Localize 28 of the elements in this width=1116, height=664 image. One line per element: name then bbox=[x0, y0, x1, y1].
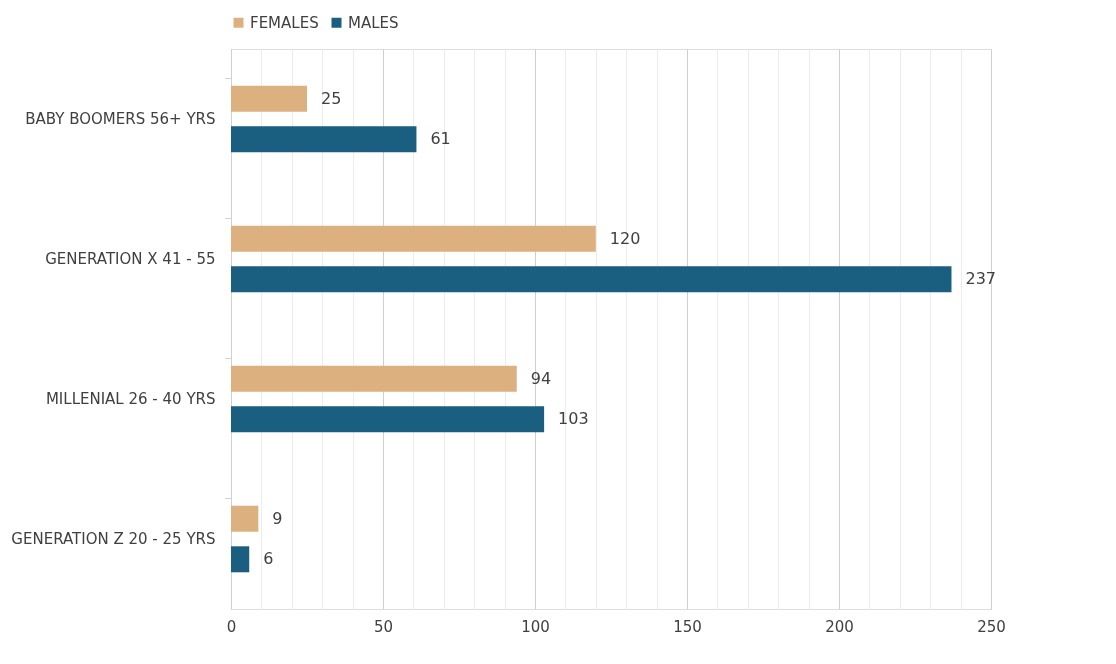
data-label: 94 bbox=[530, 368, 552, 388]
data-label: 103 bbox=[558, 409, 589, 429]
bar bbox=[231, 505, 259, 532]
bar bbox=[231, 85, 307, 112]
y-tick-label: BABY BOOMERS 56+ YRS bbox=[25, 110, 216, 128]
bar bbox=[231, 406, 545, 433]
bar bbox=[231, 365, 517, 392]
bar bbox=[231, 546, 250, 573]
data-label: 25 bbox=[321, 88, 342, 108]
y-tick-label: GENERATION Z 20 - 25 YRS bbox=[11, 530, 216, 548]
y-tick-label: MILLENIAL 26 - 40 YRS bbox=[45, 390, 216, 408]
data-label: 9 bbox=[272, 508, 283, 528]
data-label: 6 bbox=[263, 549, 274, 569]
data-label: 237 bbox=[965, 269, 997, 289]
legend-label: FEMALES bbox=[250, 13, 319, 32]
bar bbox=[231, 126, 417, 153]
bar bbox=[231, 225, 596, 252]
data-label: 61 bbox=[430, 129, 451, 149]
data-label: 120 bbox=[609, 228, 641, 248]
x-tick-label: 200 bbox=[825, 617, 854, 636]
x-tick-label: 250 bbox=[977, 617, 1006, 636]
y-tick-label: GENERATION X 41 - 55 bbox=[45, 250, 216, 268]
x-tick-label: 100 bbox=[521, 617, 550, 636]
bar bbox=[231, 266, 952, 293]
x-tick-label: 150 bbox=[673, 617, 702, 636]
legend-label: MALES bbox=[348, 13, 399, 32]
x-tick-label: 0 bbox=[226, 617, 237, 636]
x-tick-label: 50 bbox=[373, 617, 394, 636]
